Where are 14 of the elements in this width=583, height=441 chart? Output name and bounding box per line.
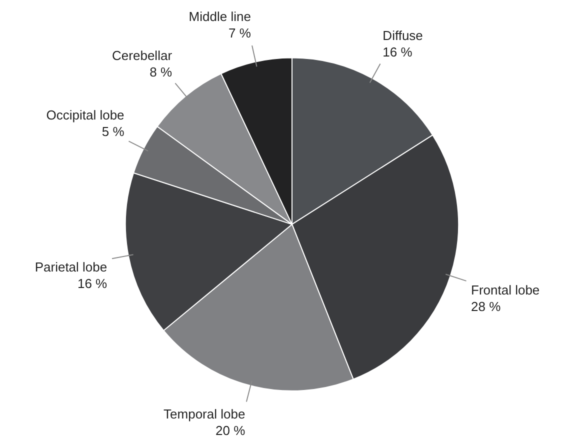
slice-label: Parietal lobe (34, 260, 108, 275)
data-label: 16 % (382, 44, 413, 60)
slice-label: Temporal lobe (164, 406, 246, 422)
data-label: 7 % (228, 26, 252, 41)
slice-label: Diffuse (382, 28, 423, 43)
data-label: 20 % (216, 423, 246, 438)
slice-label: Middle line (188, 9, 251, 24)
data-label: 8 % (150, 64, 172, 80)
slice-label: Cerebellar (112, 48, 173, 63)
slice-label: Occipital lobe (46, 107, 124, 122)
data-label: 28 % (471, 298, 502, 314)
slice-label: Frontal lobe (471, 282, 540, 298)
data-label: 5 % (102, 124, 125, 139)
data-label: 16 % (77, 276, 108, 292)
